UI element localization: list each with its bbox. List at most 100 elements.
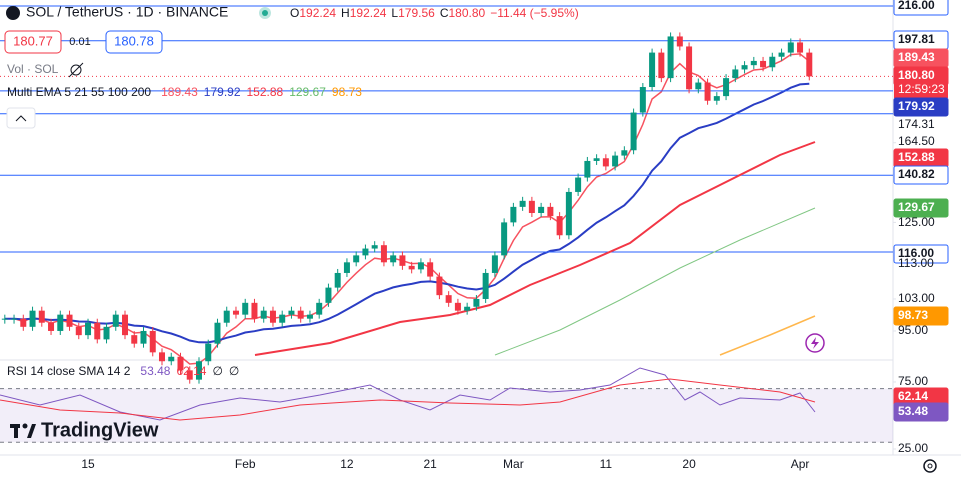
candle — [593, 158, 600, 161]
hide-icon[interactable] — [68, 62, 84, 78]
candle — [612, 155, 619, 167]
candle — [66, 314, 73, 327]
rsi-line — [0, 367, 816, 421]
volume-label: Vol · SOL — [7, 62, 59, 76]
candle — [741, 65, 748, 70]
candle — [269, 310, 276, 323]
bolt — [811, 337, 819, 349]
change: −11.44 (−5.95%) — [490, 6, 579, 20]
y-tick-label: 98.73 — [898, 308, 928, 322]
candle — [362, 248, 369, 256]
candle — [158, 352, 165, 362]
collapse-button[interactable] — [6, 107, 36, 129]
candle — [575, 177, 582, 192]
status-dot — [262, 10, 268, 16]
candle — [639, 87, 646, 113]
countdown: 12:59:23 — [898, 82, 945, 96]
countdown-box — [894, 82, 948, 98]
candle — [547, 206, 554, 217]
y-tick-label: 216.00 — [898, 0, 935, 12]
bid[interactable]: 180.77 — [13, 33, 53, 48]
candle — [251, 302, 258, 319]
candle — [168, 356, 175, 362]
candle — [20, 318, 27, 327]
grid — [0, 5, 896, 450]
candle — [186, 370, 193, 380]
candle — [260, 310, 267, 319]
candle — [649, 52, 656, 88]
candle — [510, 206, 517, 223]
buy-button[interactable] — [105, 30, 163, 54]
candle — [94, 322, 101, 340]
ohlc-value: 180.80 — [448, 6, 485, 20]
y-tick-label: 103.00 — [898, 291, 935, 305]
axis-label-box — [893, 244, 949, 264]
x-tick-label: 11 — [600, 457, 613, 471]
candle — [57, 314, 64, 331]
ema-21 — [4, 82, 810, 344]
alert-icon[interactable] — [805, 333, 825, 353]
ask[interactable]: 180.78 — [114, 33, 154, 48]
candle — [445, 295, 452, 303]
logo[interactable]: TradingView — [10, 419, 159, 441]
candle — [343, 262, 350, 273]
ohlc-label: C — [440, 6, 449, 20]
x-tick-label: 21 — [423, 457, 437, 471]
candle — [149, 330, 156, 353]
rsi-value: 62.14 — [176, 364, 206, 378]
axis-label-box — [893, 306, 949, 326]
candle — [195, 361, 202, 380]
rsi-legend: RSI 14 close SMA 14 2 53.48 62.14 ∅ ∅ — [7, 364, 239, 378]
candle — [288, 310, 295, 315]
ema-value: 179.92 — [204, 85, 241, 99]
candle — [797, 42, 804, 53]
candle — [686, 46, 693, 90]
candle — [417, 262, 424, 270]
candle — [334, 272, 341, 288]
candle — [242, 302, 249, 315]
candle — [140, 330, 147, 344]
candle — [380, 245, 387, 263]
candle — [556, 216, 563, 236]
ema-legend: Multi EMA 5 21 55 100 200 189.43 179.92 152… — [7, 85, 362, 99]
candle — [704, 82, 711, 101]
ohlc-value: 192.24 — [350, 6, 387, 20]
candle — [1, 318, 8, 320]
candle — [205, 343, 212, 362]
candle — [390, 255, 397, 263]
candle — [713, 96, 720, 101]
y-tick-label: 140.82 — [898, 167, 935, 181]
candle — [621, 150, 628, 156]
rsi-band — [0, 388, 893, 443]
candle — [122, 314, 129, 336]
ema-200 — [719, 315, 816, 356]
candle — [787, 42, 794, 53]
candle — [667, 36, 674, 79]
candle — [103, 326, 110, 340]
candle — [408, 265, 415, 270]
axis-label-box — [893, 402, 949, 422]
sell-button[interactable] — [4, 30, 62, 54]
ema-5 — [4, 53, 810, 365]
candle — [75, 326, 82, 336]
y-tick-label: 180.80 — [898, 68, 935, 82]
y-tick-label: 113.00 — [898, 256, 934, 270]
y-tick-label: 53.48 — [898, 404, 928, 418]
chevron — [15, 115, 27, 122]
x-tick-label: 20 — [682, 457, 696, 471]
ema-100 — [494, 207, 816, 356]
candle — [297, 310, 304, 319]
candle — [778, 52, 785, 57]
symbol-icon[interactable] — [6, 6, 20, 20]
candle — [501, 222, 508, 256]
ohlc-label: L — [391, 6, 398, 20]
candle — [482, 272, 489, 299]
candle — [279, 314, 286, 323]
settings-icon[interactable] — [923, 459, 937, 473]
candle — [232, 310, 239, 315]
rsi-value: 53.48 — [140, 364, 170, 378]
candle — [325, 287, 332, 303]
symbol[interactable]: SOL / TetherUS · 1D · BINANCE — [26, 4, 228, 20]
spread: 0.01 — [69, 36, 90, 48]
